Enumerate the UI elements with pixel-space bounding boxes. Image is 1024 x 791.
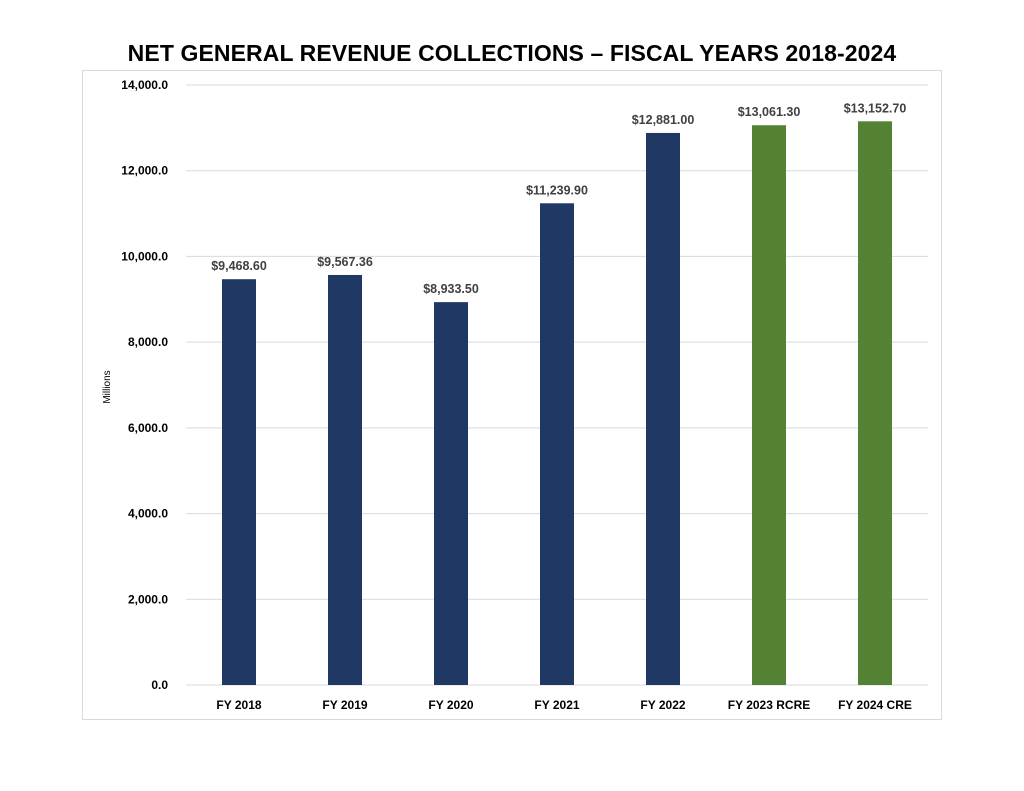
x-axis-ticks: FY 2018 FY 2019 FY 2020 FY 2021 FY 2022 FY 20… xyxy=(216,698,911,712)
y-tick-label: 6,000.0 xyxy=(128,421,168,435)
x-tick-label: FY 2019 xyxy=(322,698,367,712)
x-tick-label: FY 2022 xyxy=(640,698,685,712)
y-tick-label: 0.0 xyxy=(151,678,168,692)
x-tick-label: FY 2024 CRE xyxy=(838,698,912,712)
bar xyxy=(434,302,468,685)
data-labels: $9,468.60 $9,567.36 $8,933.50 $11,239.90 $12… xyxy=(211,101,906,296)
x-tick-label: FY 2023 RCRE xyxy=(728,698,810,712)
y-axis-ticks: 0.0 2,000.0 4,000.0 6,000.0 8,000.0 10,000.0 1… xyxy=(121,78,168,692)
data-label: $9,567.36 xyxy=(317,255,373,269)
y-tick-label: 4,000.0 xyxy=(128,507,168,521)
y-tick-label: 8,000.0 xyxy=(128,335,168,349)
y-axis-title: Millions xyxy=(102,370,113,403)
y-tick-label: 12,000.0 xyxy=(121,164,168,178)
chart-title: NET GENERAL REVENUE COLLECTIONS – FISCAL… xyxy=(127,40,897,66)
data-label: $13,152.70 xyxy=(844,101,907,115)
y-tick-label: 2,000.0 xyxy=(128,592,168,606)
y-tick-label: 10,000.0 xyxy=(121,249,168,263)
bar xyxy=(858,121,892,685)
bar xyxy=(752,125,786,686)
bar xyxy=(222,279,256,685)
data-label: $9,468.60 xyxy=(211,259,267,273)
data-label: $13,061.30 xyxy=(738,105,801,119)
bar xyxy=(540,203,574,686)
data-label: $12,881.00 xyxy=(632,113,695,127)
bars xyxy=(222,121,892,686)
data-label: $8,933.50 xyxy=(423,282,479,296)
x-tick-label: FY 2021 xyxy=(534,698,579,712)
bar xyxy=(646,132,680,685)
bar xyxy=(328,274,362,685)
data-label: $11,239.90 xyxy=(526,183,588,197)
x-tick-label: FY 2020 xyxy=(428,698,473,712)
x-tick-label: FY 2018 xyxy=(216,698,261,712)
y-tick-label: 14,000.0 xyxy=(121,78,168,92)
